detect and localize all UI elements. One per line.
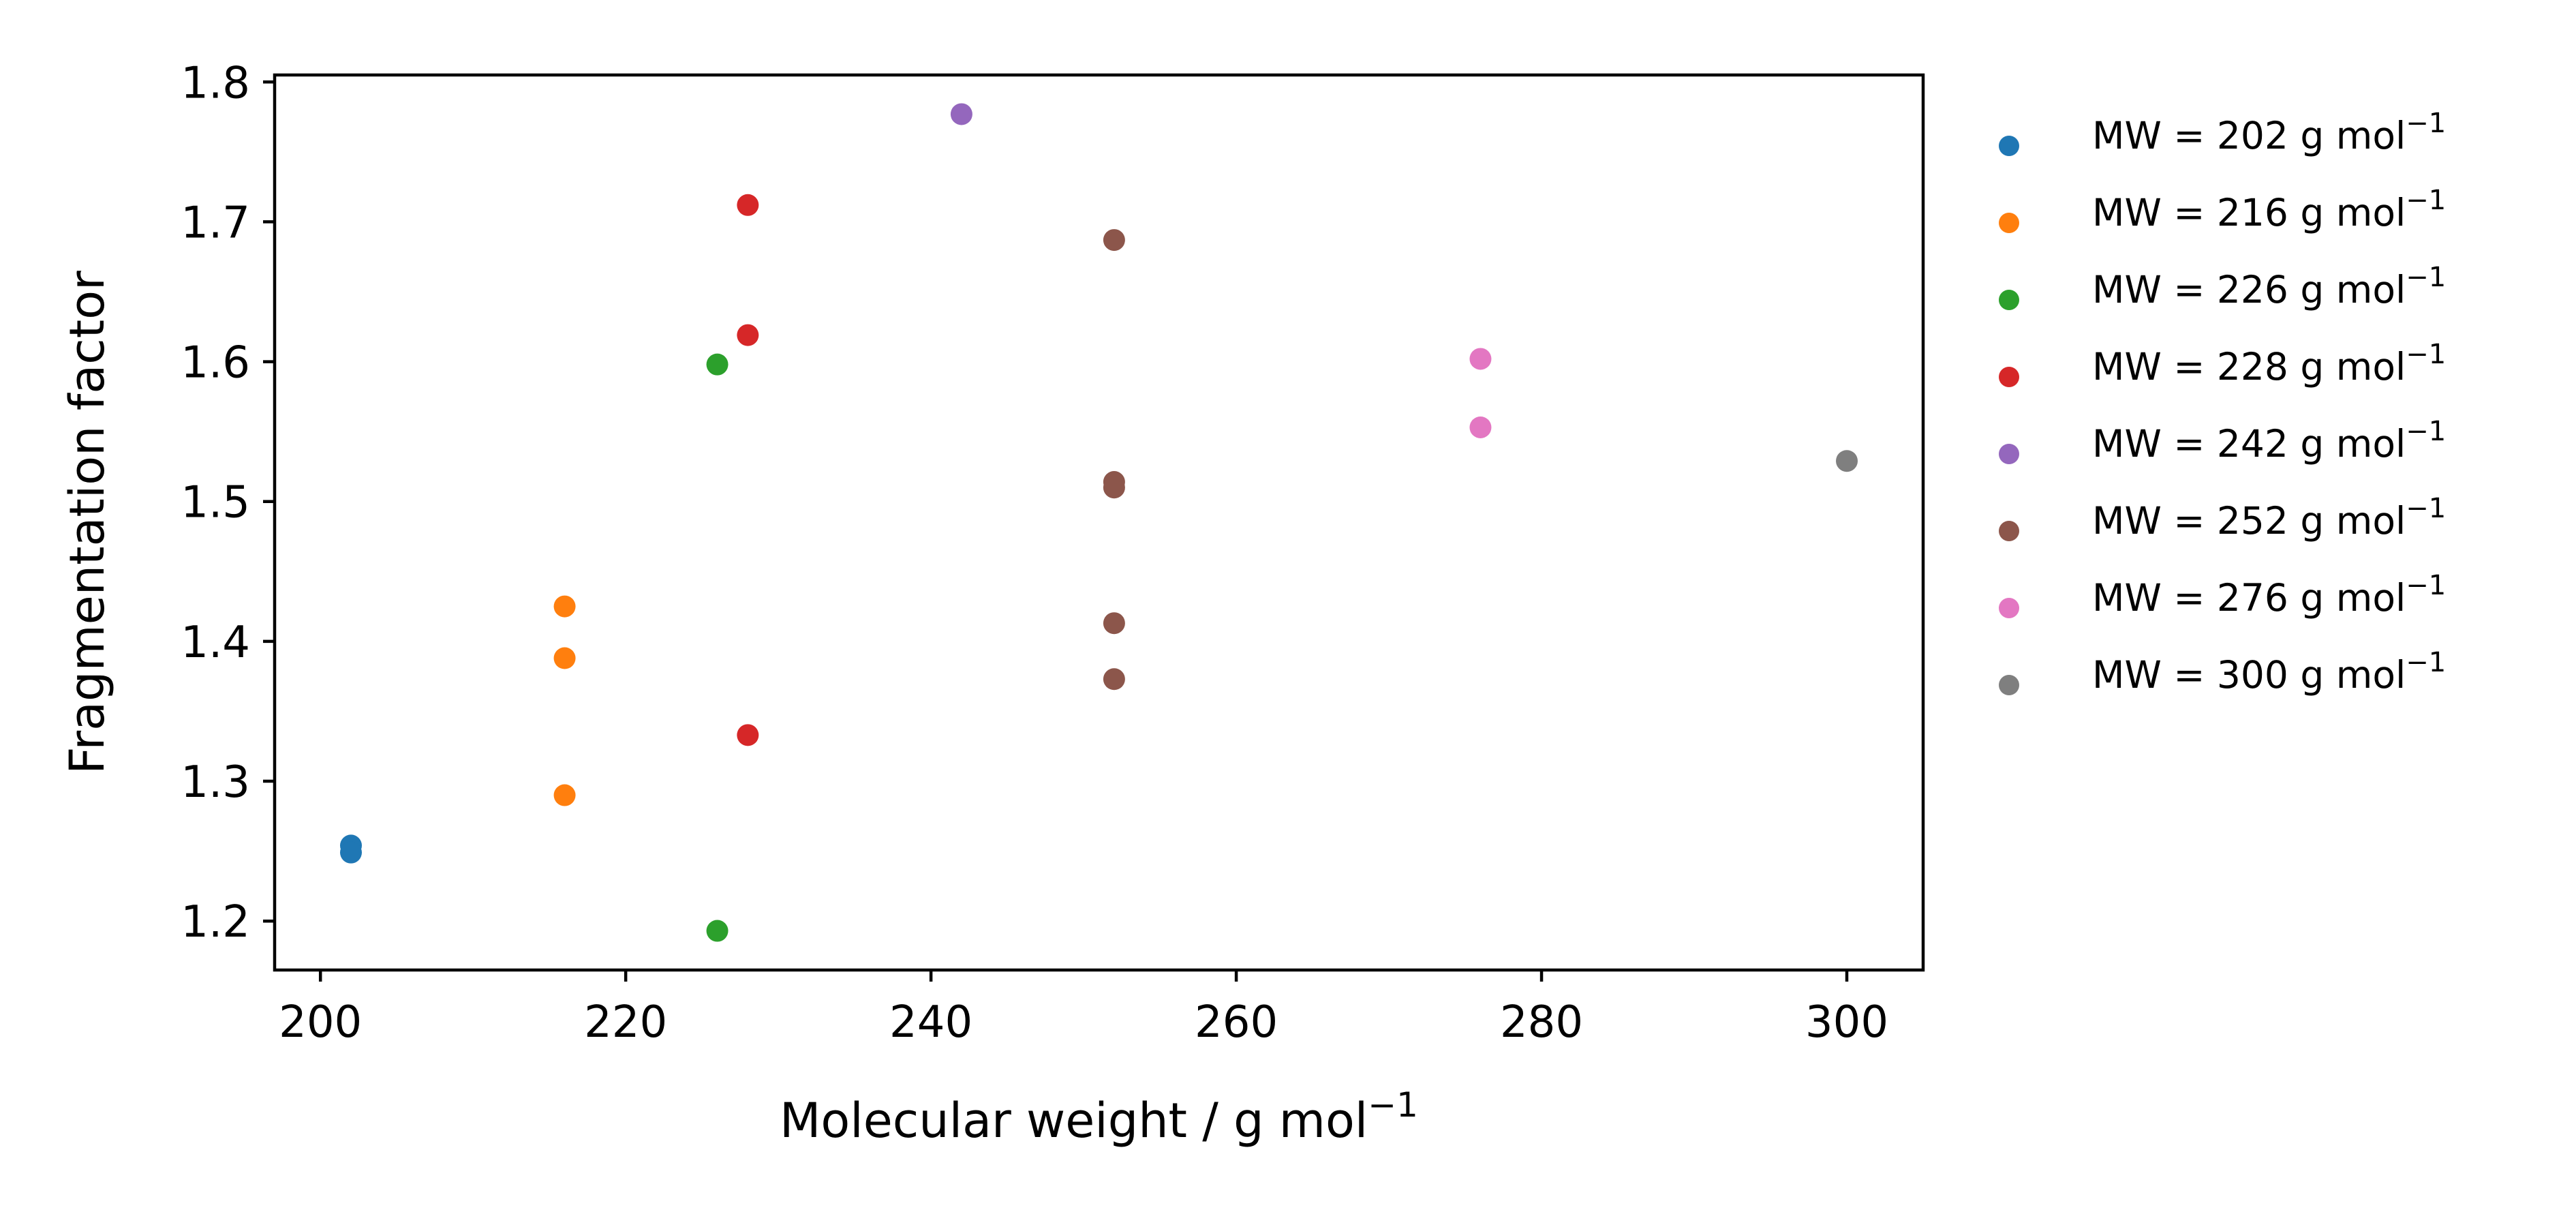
y-tick-label-3: 1.5 bbox=[181, 478, 250, 528]
legend-marker-3 bbox=[1999, 367, 2019, 387]
legend: MW = 202 g mol−1 MW = 216 g mol−1 MW = 226… bbox=[1999, 108, 2446, 697]
data-point-1-1 bbox=[553, 647, 576, 669]
data-point-7-0 bbox=[1836, 450, 1858, 472]
x-tick-label-1: 220 bbox=[584, 997, 667, 1048]
legend-marker-6 bbox=[1999, 598, 2019, 618]
legend-label-0: MW = 202 g mol−1 bbox=[2092, 108, 2446, 157]
legend-label-2: MW = 226 g mol−1 bbox=[2092, 262, 2446, 312]
legend-label-5: MW = 252 g mol−1 bbox=[2092, 493, 2446, 543]
x-tick-label-2: 240 bbox=[889, 997, 972, 1048]
data-point-3-1 bbox=[737, 324, 759, 346]
legend-label-7: MW = 300 g mol−1 bbox=[2092, 647, 2446, 697]
data-point-5-4 bbox=[1103, 668, 1125, 691]
data-point-1-0 bbox=[553, 595, 576, 618]
data-point-6-1 bbox=[1469, 416, 1492, 438]
data-point-6-0 bbox=[1469, 348, 1492, 370]
y-axis-label: Fragmentation factor bbox=[59, 271, 115, 774]
legend-label-1: MW = 216 g mol−1 bbox=[2092, 185, 2446, 234]
legend-marker-0 bbox=[1999, 136, 2019, 156]
data-point-3-0 bbox=[737, 194, 759, 216]
data-point-2-0 bbox=[706, 353, 729, 376]
data-point-5-0 bbox=[1103, 229, 1125, 252]
y-tick-label-0: 1.2 bbox=[181, 897, 250, 948]
plot-frame bbox=[273, 73, 1925, 972]
axes: 200 220 240 260 280 300 1.2 1.3 1.4 1.5 1.6 1.7 1.8 M… bbox=[59, 58, 1925, 1149]
x-tick-label-5: 300 bbox=[1805, 997, 1888, 1048]
legend-marker-1 bbox=[1999, 213, 2019, 233]
data-point-3-2 bbox=[737, 724, 759, 746]
data-point-2-1 bbox=[706, 920, 729, 942]
x-tick-label-0: 200 bbox=[279, 997, 362, 1048]
x-axis-label: Molecular weight / g mol−1 bbox=[780, 1085, 1418, 1149]
legend-label-3: MW = 228 g mol−1 bbox=[2092, 339, 2446, 389]
y-tick-label-4: 1.6 bbox=[181, 338, 250, 389]
data-point-5-3 bbox=[1103, 612, 1125, 635]
legend-label-4: MW = 242 g mol−1 bbox=[2092, 416, 2446, 466]
y-tick-label-1: 1.3 bbox=[181, 757, 250, 808]
data-point-1-2 bbox=[553, 784, 576, 806]
y-tick-label-5: 1.7 bbox=[181, 198, 250, 248]
legend-marker-4 bbox=[1999, 444, 2019, 464]
data-point-4-0 bbox=[950, 103, 972, 125]
legend-marker-5 bbox=[1999, 521, 2019, 541]
legend-marker-2 bbox=[1999, 290, 2019, 310]
x-tick-label-4: 280 bbox=[1500, 997, 1583, 1048]
plot-area bbox=[339, 103, 1858, 942]
legend-label-6: MW = 276 g mol−1 bbox=[2092, 570, 2446, 620]
y-tick-label-6: 1.8 bbox=[181, 58, 250, 108]
data-point-5-2 bbox=[1103, 476, 1125, 499]
legend-marker-7 bbox=[1999, 675, 2019, 695]
x-tick-label-3: 260 bbox=[1195, 997, 1278, 1048]
data-point-0-1 bbox=[339, 841, 362, 864]
y-tick-label-2: 1.4 bbox=[181, 618, 250, 668]
